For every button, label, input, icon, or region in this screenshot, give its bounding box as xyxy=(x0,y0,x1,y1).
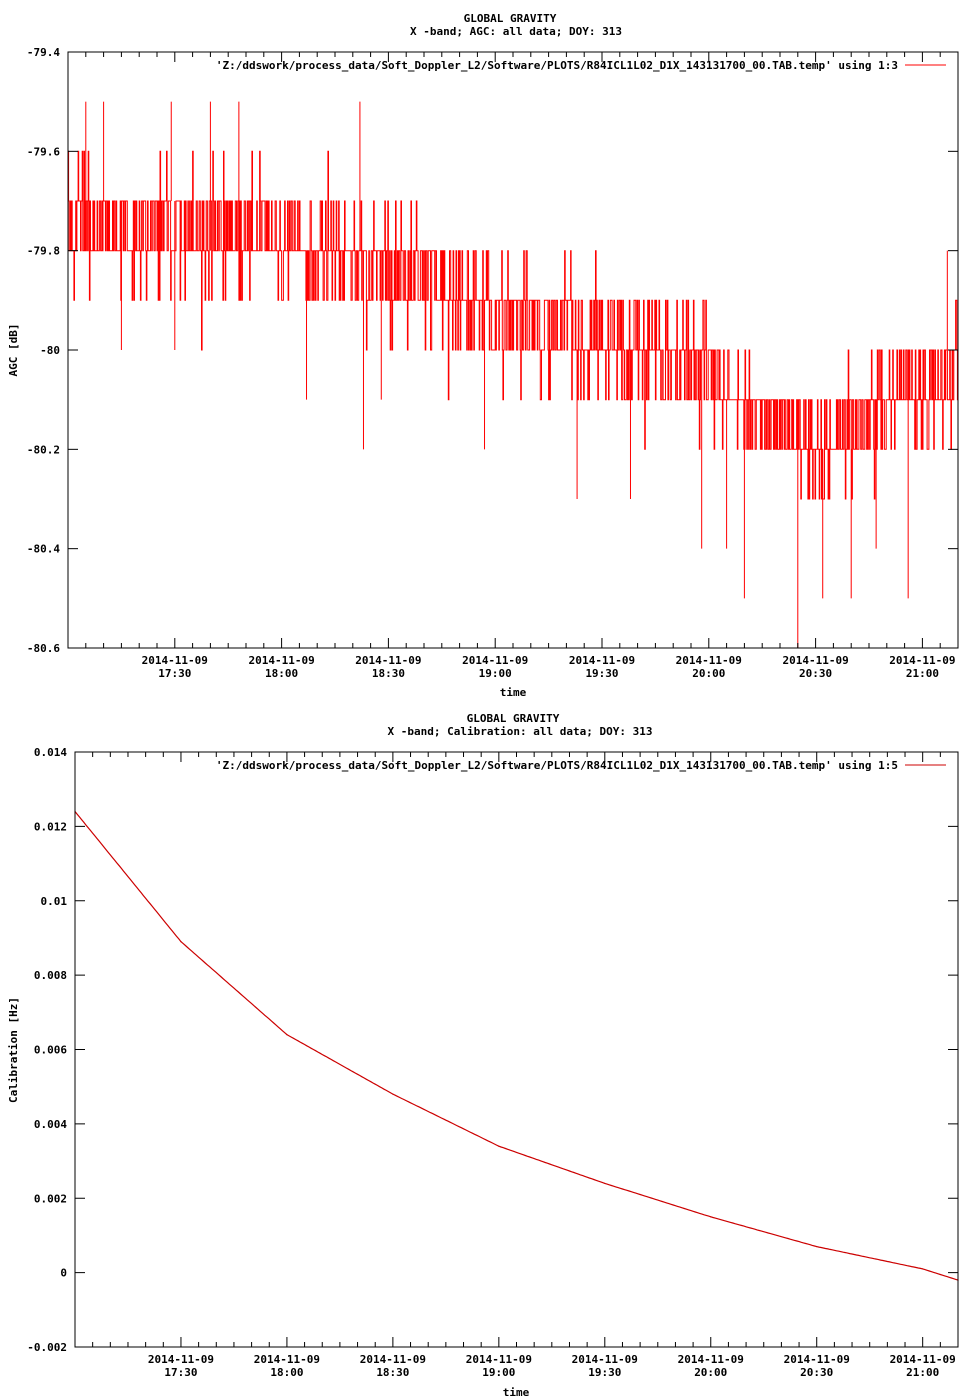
agc-xtick-date-2: 2014-11-09 xyxy=(355,654,421,667)
agc-series-line xyxy=(68,150,958,500)
agc-legend-label: 'Z:/ddswork/process_data/Soft_Doppler_L2… xyxy=(216,59,898,72)
calibration-legend-label: 'Z:/ddswork/process_data/Soft_Doppler_L2… xyxy=(216,759,898,772)
calibration-chart: GLOBAL GRAVITY X -band; Calibration: all… xyxy=(7,712,959,1399)
calibration-ytick-label-5: 0.004 xyxy=(34,1118,67,1131)
calibration-plot-frame xyxy=(74,751,959,1348)
calibration-point-6 xyxy=(710,1216,712,1218)
agc-xtick-date-5: 2014-11-09 xyxy=(676,654,742,667)
calibration-point-7 xyxy=(816,1245,818,1248)
agc-x-axis-label: time xyxy=(500,686,527,699)
calibration-ytick-label-7: 0 xyxy=(60,1267,67,1280)
agc-series xyxy=(67,101,958,648)
agc-ytick-label-0: -79.4 xyxy=(27,46,60,59)
agc-xtick-time-2: 18:30 xyxy=(372,667,405,680)
agc-xtick-time-4: 19:30 xyxy=(585,667,618,680)
agc-xtick-date-0: 2014-11-09 xyxy=(142,654,208,667)
agc-plot-area: -79.4 -79.6 -79.8 -80 -80.2 -80.4 -80.6 2014-11… xyxy=(27,46,959,680)
calibration-point-2 xyxy=(286,1034,288,1036)
agc-xtick-time-1: 18:00 xyxy=(265,667,298,680)
calibration-xtick-date-6: 2014-11-09 xyxy=(784,1353,850,1366)
calibration-xtick-date-4: 2014-11-09 xyxy=(572,1353,638,1366)
calibration-y-axis-label: Calibration [Hz] xyxy=(7,997,20,1103)
agc-chart-title: GLOBAL GRAVITY xyxy=(464,12,557,25)
calibration-plot-area: 0.014 0.012 0.01 0.008 0.006 0.004 0.002 0 -0.00… xyxy=(27,746,959,1379)
agc-ytick-label-4: -80.2 xyxy=(27,443,60,456)
calibration-point-1 xyxy=(180,941,182,943)
agc-y-axis-label: AGC [dB] xyxy=(7,324,20,377)
calibration-point-8 xyxy=(922,1268,924,1270)
calibration-xtick-time-5: 20:00 xyxy=(694,1366,727,1379)
calibration-xtick-date-5: 2014-11-09 xyxy=(678,1353,744,1366)
calibration-xtick-time-2: 18:30 xyxy=(376,1366,409,1379)
calibration-xtick-time-6: 20:30 xyxy=(800,1366,833,1379)
agc-xtick-time-0: 17:30 xyxy=(158,667,191,680)
agc-ytick-label-2: -79.8 xyxy=(27,245,60,258)
calibration-ytick-label-6: 0.002 xyxy=(34,1192,67,1205)
calibration-ytick-label-8: -0.002 xyxy=(27,1341,67,1354)
calibration-ytick-label-0: 0.014 xyxy=(34,746,67,759)
agc-xtick-date-1: 2014-11-09 xyxy=(248,654,314,667)
agc-xtick-date-3: 2014-11-09 xyxy=(462,654,528,667)
agc-xtick-date-7: 2014-11-09 xyxy=(889,654,955,667)
agc-ytick-label-1: -79.6 xyxy=(27,145,60,158)
calibration-chart-title: GLOBAL GRAVITY xyxy=(467,712,560,725)
agc-xtick-time-7: 21:00 xyxy=(906,667,939,680)
calibration-point-5 xyxy=(604,1182,606,1184)
agc-xtick-time-6: 20:30 xyxy=(799,667,832,680)
agc-xtick-time-3: 19:00 xyxy=(479,667,512,680)
agc-chart: GLOBAL GRAVITY X -band; AGC: all data; D… xyxy=(7,12,959,699)
calibration-ytick-label-1: 0.012 xyxy=(34,820,67,833)
calibration-xtick-date-1: 2014-11-09 xyxy=(254,1353,320,1366)
calibration-xtick-date-7: 2014-11-09 xyxy=(890,1353,956,1366)
calibration-point-4 xyxy=(498,1145,500,1147)
calibration-x-axis-label: time xyxy=(503,1386,530,1399)
calibration-series-line xyxy=(74,811,959,1281)
calibration-xtick-time-1: 18:00 xyxy=(270,1366,303,1379)
calibration-xtick-time-0: 17:30 xyxy=(164,1366,197,1379)
calibration-ytick-label-3: 0.008 xyxy=(34,969,67,982)
calibration-xtick-date-2: 2014-11-09 xyxy=(360,1353,426,1366)
calibration-xtick-time-3: 19:00 xyxy=(482,1366,515,1379)
agc-xtick-time-5: 20:00 xyxy=(692,667,725,680)
agc-xtick-date-6: 2014-11-09 xyxy=(782,654,848,667)
agc-ytick-label-5: -80.4 xyxy=(27,543,60,556)
agc-chart-subtitle: X -band; AGC: all data; DOY: 313 xyxy=(410,25,622,38)
calibration-xtick-time-4: 19:30 xyxy=(588,1366,621,1379)
calibration-xtick-time-7: 21:00 xyxy=(906,1366,939,1379)
agc-ytick-label-3: -80 xyxy=(40,344,60,357)
calibration-chart-subtitle: X -band; Calibration: all data; DOY: 313 xyxy=(388,725,653,738)
calibration-ytick-label-2: 0.01 xyxy=(41,895,68,908)
calibration-ytick-label-4: 0.006 xyxy=(34,1044,67,1057)
calibration-point-3 xyxy=(392,1093,394,1095)
calibration-xtick-date-0: 2014-11-09 xyxy=(148,1353,214,1366)
agc-ytick-label-6: -80.6 xyxy=(27,642,60,655)
agc-xtick-date-4: 2014-11-09 xyxy=(569,654,635,667)
calibration-xtick-date-3: 2014-11-09 xyxy=(466,1353,532,1366)
